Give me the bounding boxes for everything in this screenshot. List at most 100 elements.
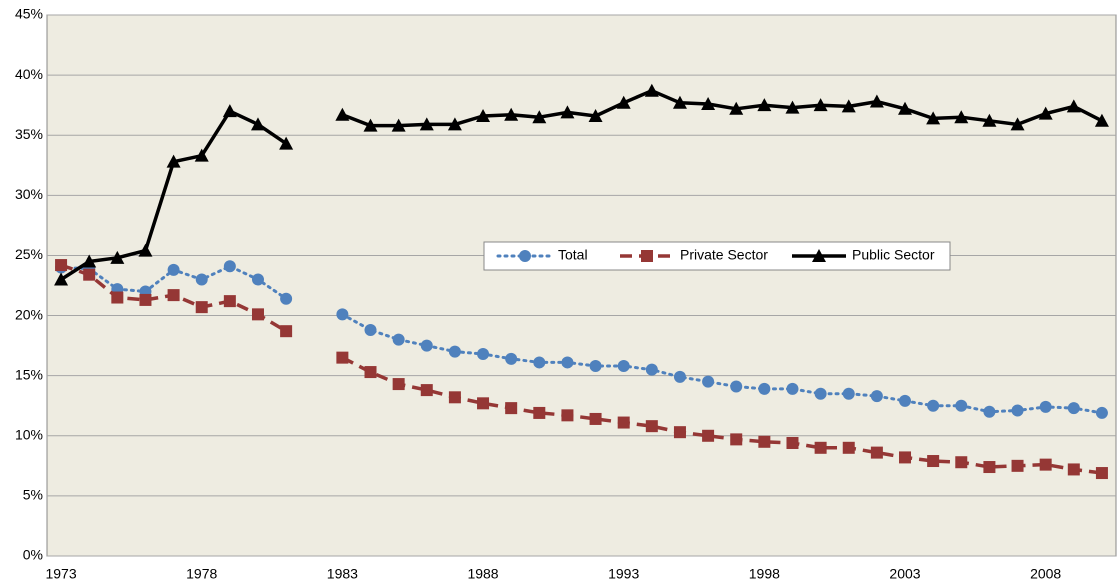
x-tick-label: 1988 — [467, 566, 498, 582]
marker — [280, 292, 293, 305]
marker — [251, 308, 264, 321]
marker — [645, 420, 658, 433]
marker — [645, 363, 658, 376]
marker — [533, 356, 546, 369]
marker — [111, 291, 124, 304]
marker — [504, 107, 519, 121]
marker — [55, 259, 68, 272]
marker — [702, 429, 715, 442]
marker — [477, 397, 490, 410]
marker — [730, 380, 743, 393]
marker — [448, 345, 461, 358]
marker — [730, 433, 743, 446]
marker — [363, 118, 378, 132]
marker — [419, 117, 434, 131]
marker — [757, 98, 772, 112]
marker — [1095, 467, 1108, 480]
x-tick-label: 2003 — [889, 566, 920, 582]
legend-label: Total — [558, 247, 588, 263]
y-tick-label: 45% — [15, 6, 43, 22]
y-tick-label: 25% — [15, 246, 43, 262]
marker — [955, 456, 968, 469]
marker — [1066, 99, 1081, 113]
series — [54, 83, 1109, 286]
series — [55, 259, 1108, 480]
marker — [842, 387, 855, 400]
marker — [729, 101, 744, 115]
y-tick-label: 15% — [15, 366, 43, 382]
x-tick-label: 1978 — [186, 566, 217, 582]
marker — [167, 289, 180, 302]
marker — [420, 339, 433, 352]
y-tick-label: 10% — [15, 426, 43, 442]
marker — [926, 111, 941, 125]
marker — [589, 412, 602, 425]
marker — [841, 99, 856, 113]
marker — [982, 113, 997, 127]
marker — [899, 451, 912, 464]
marker — [1067, 463, 1080, 476]
plot-area — [46, 14, 1117, 557]
marker — [617, 360, 630, 373]
y-tick-label: 35% — [15, 126, 43, 142]
marker — [983, 405, 996, 418]
marker — [110, 250, 125, 264]
marker — [1038, 106, 1053, 120]
marker — [1011, 459, 1024, 472]
marker — [54, 272, 69, 286]
marker — [532, 110, 547, 124]
x-tick-label: 1983 — [327, 566, 358, 582]
marker — [195, 273, 208, 286]
marker — [336, 351, 349, 364]
marker — [589, 360, 602, 373]
marker — [560, 105, 575, 119]
marker — [83, 268, 96, 281]
marker — [364, 323, 377, 336]
marker — [448, 391, 461, 404]
marker — [758, 435, 771, 448]
marker — [701, 96, 716, 110]
marker — [812, 249, 826, 262]
marker — [336, 308, 349, 321]
marker — [641, 250, 653, 262]
marker — [672, 95, 687, 109]
legend-label: Private Sector — [680, 247, 768, 263]
x-tick-label: 1973 — [45, 566, 76, 582]
legend-label: Public Sector — [852, 247, 935, 263]
marker — [673, 370, 686, 383]
marker — [898, 101, 913, 115]
marker — [1094, 113, 1109, 127]
marker — [420, 384, 433, 397]
marker — [588, 108, 603, 122]
marker — [223, 295, 236, 308]
marker — [279, 136, 294, 150]
marker — [447, 117, 462, 131]
marker — [392, 333, 405, 346]
marker — [673, 426, 686, 439]
marker — [561, 409, 574, 422]
y-tick-label: 5% — [23, 487, 43, 503]
legend: Total Private Sector Public Sector — [483, 241, 951, 271]
marker — [251, 273, 264, 286]
x-tick-label: 1998 — [749, 566, 780, 582]
marker — [476, 108, 491, 122]
marker — [505, 402, 518, 415]
marker — [223, 260, 236, 273]
marker — [814, 441, 827, 454]
marker — [335, 107, 350, 121]
marker — [616, 95, 631, 109]
marker — [280, 325, 293, 338]
marker — [1039, 458, 1052, 471]
marker — [758, 382, 771, 395]
marker — [617, 416, 630, 429]
marker — [927, 399, 940, 412]
x-tick-label: 1993 — [608, 566, 639, 582]
marker — [814, 387, 827, 400]
marker — [82, 254, 97, 268]
marker — [1067, 402, 1080, 415]
marker — [364, 366, 377, 379]
marker — [955, 399, 968, 412]
marker — [139, 293, 152, 306]
